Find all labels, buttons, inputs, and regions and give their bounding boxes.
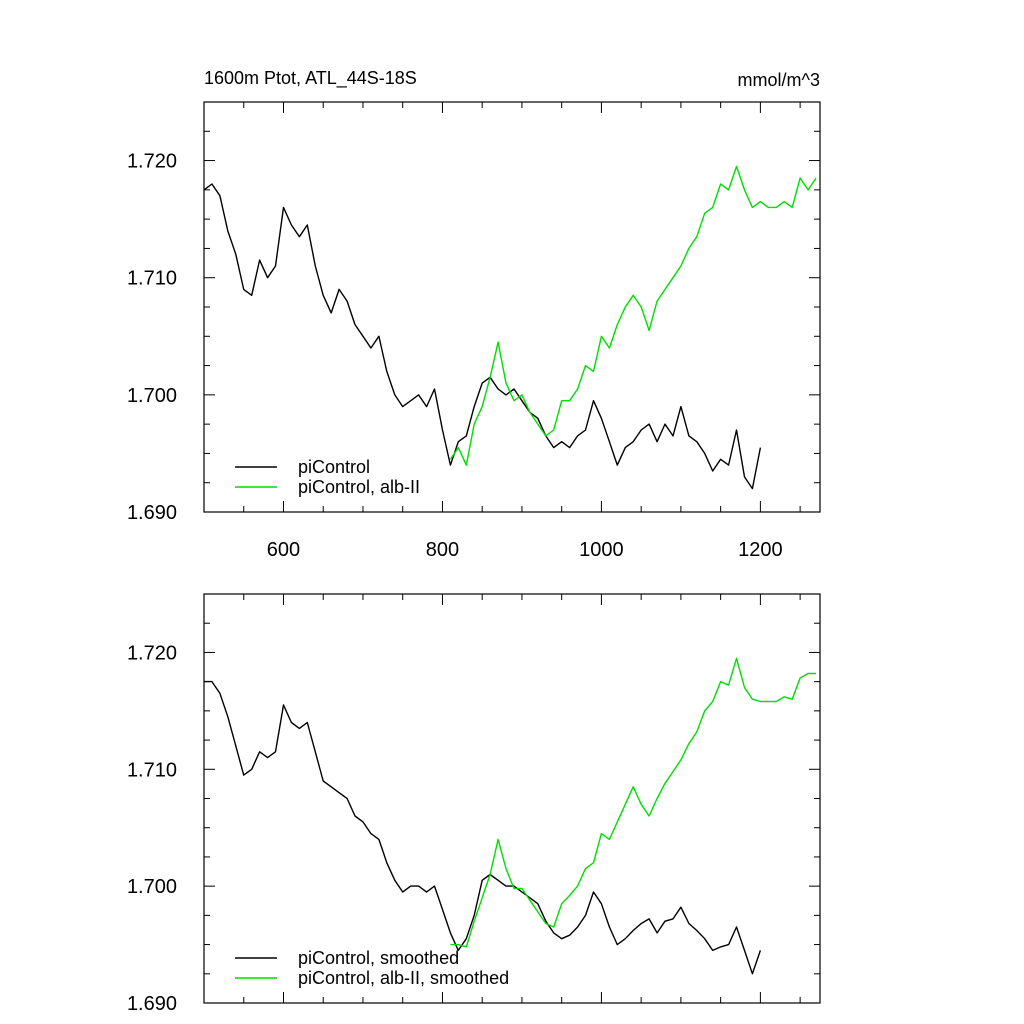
bottom-series-alb-ii-line xyxy=(450,657,816,948)
top-y-tick-label: 1.700 xyxy=(127,385,177,407)
top-plot-frame xyxy=(203,101,821,513)
top-y-tick-label: 1.720 xyxy=(127,151,177,173)
top-series-picontrol-line xyxy=(204,183,762,490)
top-x-tick-label: 1000 xyxy=(579,539,624,561)
bottom-series-picontrol-line xyxy=(204,680,762,975)
bottom-panel: 1.690 1.700 1.710 1.720 piControl, smoothedp… xyxy=(127,593,821,1015)
bottom-y-tick-label: 1.720 xyxy=(127,642,177,664)
top-y-tick-label: 1.710 xyxy=(127,268,177,290)
bottom-y-tick-label: 1.710 xyxy=(127,759,177,781)
chart-title: 1600m Ptot, ATL_44S-18S xyxy=(204,68,417,89)
bottom-legend-label: piControl, smoothed xyxy=(298,948,459,968)
units-label: mmol/m^3 xyxy=(738,70,820,90)
bottom-y-tick-label: 1.700 xyxy=(127,876,177,898)
top-series-alb-ii-line xyxy=(449,165,817,466)
top-x-tick-label: 1200 xyxy=(738,539,783,561)
top-y-tick-label: 1.690 xyxy=(127,502,177,524)
top-x-tick-label: 800 xyxy=(426,539,459,561)
top-panel: 1.690 1.700 1.710 1.720 600 800 1000 1200 piCont… xyxy=(127,101,821,561)
top-legend-label: piControl, alb-II xyxy=(298,477,420,497)
bottom-legend-label: piControl, alb-II, smoothed xyxy=(298,968,509,988)
top-legend-label: piControl xyxy=(298,457,370,477)
bottom-plot-frame xyxy=(203,593,821,1004)
bottom-y-tick-label: 1.690 xyxy=(127,993,177,1015)
top-x-tick-label: 600 xyxy=(267,539,300,561)
